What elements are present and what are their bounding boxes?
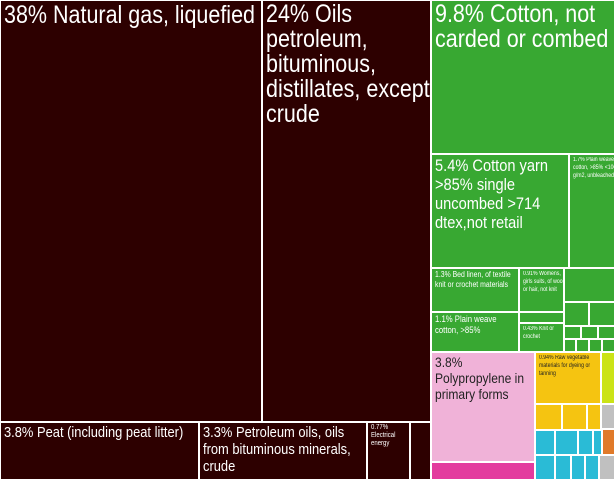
treemap-tile: 0.43% Knit or crochet — [519, 323, 564, 352]
treemap-tile-label: 1.1% Plain weave cotton, >85% — [435, 314, 497, 335]
treemap-tile-minor — [581, 326, 598, 339]
treemap-tile-label: 5.4% Cotton yarn >85% single uncombed >7… — [435, 156, 548, 232]
treemap-tile: 1.1% Plain weave cotton, >85% — [431, 312, 519, 352]
treemap-tile: 24% Oils petroleum, bituminous, distilla… — [262, 0, 431, 422]
treemap-tile-minor — [602, 339, 615, 352]
treemap-tile-minor — [564, 339, 576, 352]
treemap-tile-minor — [564, 268, 615, 302]
treemap-tile-minor — [601, 404, 615, 429]
treemap-tile-label: 3.3% Petroleum oils, oils from bituminou… — [203, 424, 351, 475]
treemap-tile: 1.7% Plain weave cotton, >85% <100 g/m2,… — [569, 154, 615, 268]
treemap-tile-minor — [564, 326, 581, 339]
treemap-tile-label: 38% Natural gas, liquefied — [4, 1, 255, 29]
treemap-tile-label: 9.8% Cotton, not carded or combed — [435, 0, 609, 53]
treemap-tile-minor — [571, 455, 585, 480]
treemap-tile: 3.8% Peat (including peat litter) — [0, 422, 199, 480]
treemap-tile-minor — [585, 455, 599, 480]
treemap-tile-minor — [535, 455, 555, 480]
treemap-tile-minor — [564, 302, 589, 326]
treemap-tile: 3.8% Polypropylene in primary forms — [431, 352, 535, 462]
treemap-tile-label: 1.7% Plain weave cotton, >85% <100 g/m2,… — [573, 157, 615, 179]
treemap-tile-label: 0.94% Raw vegetable materials for dyeing… — [539, 355, 591, 377]
treemap-tile-label: 1.3% Bed linen, of textile knit or croch… — [435, 270, 511, 289]
treemap-tile-minor — [410, 422, 431, 480]
treemap-tile-minor — [535, 404, 562, 430]
treemap-tile-minor — [587, 404, 601, 430]
treemap-tile: 1.3% Bed linen, of textile knit or croch… — [431, 268, 519, 312]
treemap-tile: 9.8% Cotton, not carded or combed — [431, 0, 615, 154]
treemap-tile-minor — [593, 430, 602, 455]
treemap-tile-label: 0.91% Womens, girls suits, of wool or ha… — [523, 271, 564, 293]
treemap-tile-label: 3.8% Polypropylene in primary forms — [435, 354, 525, 402]
treemap-tile-minor — [555, 455, 571, 480]
treemap-tile-minor — [576, 339, 589, 352]
treemap-tile-minor — [589, 339, 602, 352]
treemap-tile-minor — [578, 430, 593, 455]
treemap-tile-minor — [562, 404, 587, 430]
treemap-tile-label: 0.77% Electrical energy — [371, 424, 396, 447]
treemap-tile-minor — [601, 352, 615, 404]
treemap-tile: 38% Natural gas, liquefied — [0, 0, 262, 422]
treemap-tile-minor — [589, 302, 615, 326]
treemap-tile: 5.4% Cotton yarn >85% single uncombed >7… — [431, 154, 569, 268]
treemap-tile-label: 3.8% Peat (including peat litter) — [4, 424, 184, 441]
treemap-tile-label: 0.43% Knit or crochet — [523, 326, 554, 340]
treemap-tile-minor — [535, 430, 555, 455]
treemap-tile-minor — [555, 430, 578, 455]
treemap-tile-label: 24% Oils petroleum, bituminous, distilla… — [266, 0, 430, 128]
treemap-tile: 0.91% Womens, girls suits, of wool or ha… — [519, 268, 564, 312]
treemap-tile-minor — [598, 326, 615, 339]
treemap-tile-minor — [431, 462, 535, 480]
treemap-tile: 0.94% Raw vegetable materials for dyeing… — [535, 352, 601, 404]
treemap-tile-minor — [519, 312, 564, 323]
treemap-tile: 0.77% Electrical energy — [367, 422, 410, 480]
treemap-tile-minor — [602, 429, 615, 455]
treemap-tile: 3.3% Petroleum oils, oils from bituminou… — [199, 422, 367, 480]
treemap-tile-minor — [599, 455, 615, 480]
